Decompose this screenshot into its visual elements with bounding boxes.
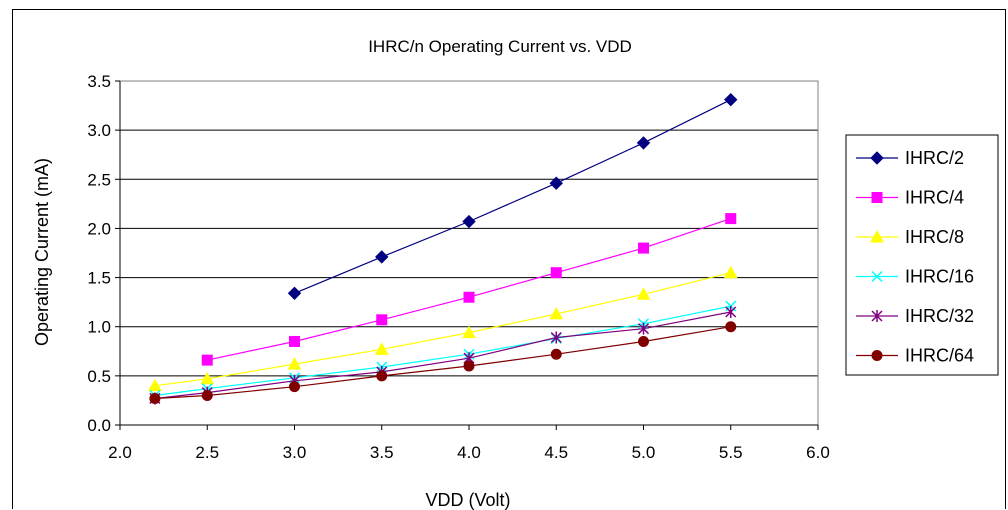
y-tick-label: 1.5: [87, 269, 111, 288]
data-point: [287, 357, 302, 370]
data-point: [201, 354, 213, 366]
data-point: [376, 314, 388, 326]
data-point: [638, 242, 649, 254]
legend-marker: [871, 270, 883, 283]
legend-label: IHRC/16: [905, 267, 974, 287]
y-tick-label: 0.0: [87, 416, 111, 435]
legend-label: IHRC/8: [905, 227, 964, 247]
data-point: [148, 378, 162, 392]
data-point: [287, 286, 302, 301]
data-point: [289, 381, 300, 393]
legend-item-ihrc-2: IHRC/2: [856, 148, 964, 168]
legend-item-ihrc-16: IHRC/16: [856, 267, 974, 287]
y-tick-label: 3.0: [87, 121, 111, 140]
legend: IHRC/2 IHRC/4 IHRC/8 IHRC/16 IHRC/32 IHRC/64: [845, 134, 999, 376]
series-line: [154, 326, 731, 400]
x-tick-label: 3.5: [370, 443, 394, 462]
series-line: [294, 99, 732, 294]
data-point: [462, 214, 476, 229]
data-point: [375, 250, 389, 264]
y-tick-label: 3.5: [87, 72, 111, 91]
legend-label: IHRC/4: [905, 188, 964, 208]
legend-label: IHRC/32: [905, 306, 974, 326]
data-point: [725, 321, 737, 333]
y-tick-labels: 0.0 0.5 1.0 1.5 2.0 2.5 3.0 3.5: [87, 72, 111, 435]
data-point: [636, 136, 651, 150]
y-tick-label: 1.0: [87, 318, 111, 337]
data-point: [724, 92, 738, 107]
data-point: [550, 331, 562, 344]
x-axis-title: VDD (Volt): [425, 490, 510, 510]
data-point: [549, 306, 564, 320]
data-point: [725, 305, 737, 318]
data-point: [636, 287, 651, 300]
data-point: [374, 342, 389, 355]
axes: [115, 80, 819, 430]
legend-marker: [870, 229, 884, 243]
y-tick-label: 2.0: [87, 219, 111, 238]
x-tick-label: 4.5: [544, 443, 568, 462]
series-line: [154, 272, 731, 387]
legend-marker: [871, 310, 883, 322]
legend-label: IHRC/64: [905, 346, 974, 366]
data-point: [550, 267, 562, 279]
series-ihrc-32: [149, 305, 737, 405]
x-tick-label: 2.5: [195, 443, 219, 462]
data-point: [463, 360, 475, 372]
legend-marker: [871, 350, 883, 361]
chart-title: IHRC/n Operating Current vs. VDD: [368, 37, 632, 56]
x-tick-label: 4.0: [457, 443, 481, 462]
legend-box: [845, 134, 999, 376]
plot-area: [119, 80, 819, 426]
x-tick-label: 5.5: [719, 443, 743, 462]
series-ihrc-16: [149, 300, 737, 402]
series-ihrc-4: [201, 213, 737, 366]
series-ihrc-64: [149, 321, 737, 404]
legend-marker: [871, 192, 883, 203]
legend-item-ihrc-64: IHRC/64: [856, 346, 974, 366]
series-ihrc-8: [148, 265, 738, 392]
data-point: [376, 370, 388, 382]
x-tick-labels: 2.0 2.5 3.0 3.5 4.0 4.5 5.0 5.5 6.0: [108, 443, 830, 462]
chart-frame: [12, 9, 1006, 509]
series-line: [207, 218, 731, 361]
data-point: [550, 348, 562, 360]
data-point: [463, 291, 475, 303]
data-point: [149, 392, 161, 404]
x-tick-label: 5.0: [632, 443, 656, 462]
data-point: [200, 371, 215, 385]
series-line: [154, 305, 731, 397]
y-axis-title: Operating Current (mA): [32, 158, 52, 346]
data-point: [549, 176, 563, 190]
legend-marker: [870, 151, 884, 165]
series-line: [154, 311, 731, 400]
y-tick-label: 2.5: [87, 170, 111, 189]
data-point: [637, 322, 650, 335]
legend-item-ihrc-32: IHRC/32: [856, 306, 974, 326]
legend-item-ihrc-4: IHRC/4: [856, 188, 964, 208]
x-tick-label: 2.0: [108, 443, 132, 462]
data-point: [725, 213, 737, 225]
data-point: [289, 335, 300, 347]
data-point: [723, 265, 738, 279]
legend-item-ihrc-8: IHRC/8: [856, 227, 964, 247]
series-ihrc-2: [287, 92, 738, 301]
x-tick-label: 6.0: [806, 443, 830, 462]
x-tick-label: 3.0: [283, 443, 307, 462]
y-tick-label: 0.5: [87, 367, 111, 386]
data-point: [638, 335, 649, 347]
series-group: [148, 92, 738, 405]
legend-label: IHRC/2: [905, 148, 964, 168]
data-point: [462, 325, 476, 339]
data-point: [201, 390, 213, 402]
